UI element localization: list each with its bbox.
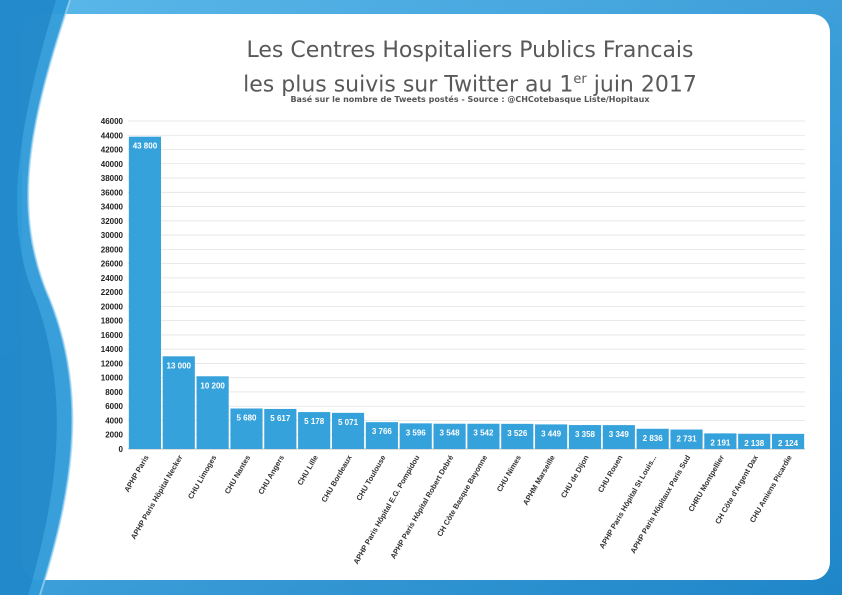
category-label: APHP Paris Hôpitaux Paris Sud bbox=[628, 453, 692, 555]
data-label: 5 617 bbox=[270, 414, 291, 423]
bar bbox=[298, 412, 331, 449]
category-label: CHU Toulouse bbox=[354, 454, 387, 503]
bar bbox=[365, 422, 398, 449]
y-tick-label: 34000 bbox=[101, 203, 124, 212]
category-label: CHU Limoges bbox=[186, 454, 218, 501]
bar bbox=[230, 408, 263, 449]
data-labels: 43 800 13 000 10 200 5 680 5 617 5 178 5 071 3 … bbox=[133, 142, 799, 448]
category-label: APHP Paris bbox=[122, 454, 150, 494]
category-label: APHP Paris Hôpital E.G. Pompidou bbox=[351, 453, 421, 566]
y-tick-label: 14000 bbox=[101, 345, 124, 354]
y-tick-label: 36000 bbox=[101, 188, 124, 197]
bar bbox=[704, 433, 737, 449]
bar bbox=[602, 425, 635, 449]
y-tick-label: 32000 bbox=[101, 217, 124, 226]
y-tick-label: 44000 bbox=[101, 131, 124, 140]
y-tick-label: 6000 bbox=[105, 402, 123, 411]
data-label: 3 349 bbox=[609, 430, 630, 439]
y-tick-label: 20000 bbox=[101, 302, 124, 311]
bar bbox=[162, 356, 195, 449]
y-tick-label: 10000 bbox=[101, 374, 124, 383]
bars bbox=[128, 136, 805, 449]
chart-subtitle: Basé sur le nombre de Tweets postés - So… bbox=[290, 95, 650, 104]
y-tick-label: 2000 bbox=[105, 431, 123, 440]
data-label: 2 191 bbox=[710, 438, 731, 447]
y-tick-label: 0 bbox=[119, 445, 124, 454]
data-label: 3 358 bbox=[575, 430, 596, 439]
bar bbox=[467, 423, 500, 449]
y-tick-label: 24000 bbox=[101, 274, 124, 283]
category-label: CHU Angers bbox=[256, 454, 286, 497]
data-label: 5 071 bbox=[338, 418, 359, 427]
data-label: 2 138 bbox=[744, 439, 765, 448]
data-label: 5 178 bbox=[304, 417, 325, 426]
category-label: CHU Rouen bbox=[596, 453, 625, 494]
category-label: APHP Paris Hôpital Robert Debré bbox=[388, 454, 455, 561]
bar bbox=[771, 433, 805, 449]
category-label: CHU Lille bbox=[295, 454, 319, 487]
bar bbox=[501, 423, 534, 449]
data-label: 3 548 bbox=[440, 429, 461, 438]
chart-title-line2: les plus suivis sur Twitter au 1 bbox=[243, 72, 574, 98]
bar bbox=[535, 424, 568, 449]
y-tick-label: 26000 bbox=[101, 260, 124, 269]
bar bbox=[636, 428, 669, 449]
chart-title-superscript: er bbox=[573, 72, 587, 87]
y-tick-label: 16000 bbox=[101, 331, 124, 340]
data-label: 2 124 bbox=[778, 439, 799, 448]
grid-lines bbox=[128, 120, 805, 450]
bar bbox=[738, 433, 771, 449]
y-tick-label: 38000 bbox=[101, 174, 124, 183]
data-label: 10 200 bbox=[200, 381, 225, 390]
data-label: 3 449 bbox=[541, 429, 562, 438]
data-label: 2 731 bbox=[677, 435, 698, 444]
y-tick-label: 18000 bbox=[101, 317, 124, 326]
category-label: APHM Marseille bbox=[521, 454, 557, 507]
y-tick-label: 4000 bbox=[105, 416, 123, 425]
bar bbox=[264, 408, 297, 449]
bar bbox=[670, 429, 703, 449]
y-tick-label: 42000 bbox=[101, 146, 124, 155]
data-label: 3 766 bbox=[372, 427, 393, 436]
y-tick-label: 28000 bbox=[101, 245, 124, 254]
y-tick-label: 12000 bbox=[101, 359, 124, 368]
y-tick-label: 46000 bbox=[101, 117, 124, 126]
bar bbox=[128, 136, 162, 449]
data-label: 3 596 bbox=[406, 428, 427, 437]
y-tick-label: 40000 bbox=[101, 160, 124, 169]
bar bbox=[331, 412, 365, 449]
y-tick-label: 30000 bbox=[101, 231, 124, 240]
data-label: 3 542 bbox=[473, 429, 494, 438]
category-label: APHP Paris Hôpital St Louis... bbox=[597, 454, 658, 551]
chart-title-line1: Les Centres Hospitaliers Publics Francai… bbox=[246, 38, 694, 63]
bar bbox=[399, 423, 432, 449]
data-label: 5 680 bbox=[236, 413, 257, 422]
category-label: CHRU Montpellier bbox=[686, 453, 726, 513]
y-tick-label: 8000 bbox=[105, 388, 123, 397]
data-label: 43 800 bbox=[133, 142, 158, 151]
category-label: CHU de Dijon bbox=[559, 453, 591, 499]
category-label: CHU Nimes bbox=[495, 454, 523, 494]
category-label: CHU Bordeaux bbox=[319, 453, 354, 504]
bar bbox=[196, 376, 229, 449]
bar bbox=[433, 423, 466, 449]
data-label: 2 836 bbox=[643, 434, 664, 443]
y-tick-label: 22000 bbox=[101, 288, 124, 297]
data-label: 3 526 bbox=[507, 429, 528, 438]
chart-title: Les Centres Hospitaliers Publics Francai… bbox=[140, 36, 800, 99]
data-label: 13 000 bbox=[167, 361, 192, 370]
category-label: CHU Nantes bbox=[223, 454, 252, 496]
chart-title-line2-end: juin 2017 bbox=[586, 72, 697, 98]
bar bbox=[568, 425, 602, 449]
